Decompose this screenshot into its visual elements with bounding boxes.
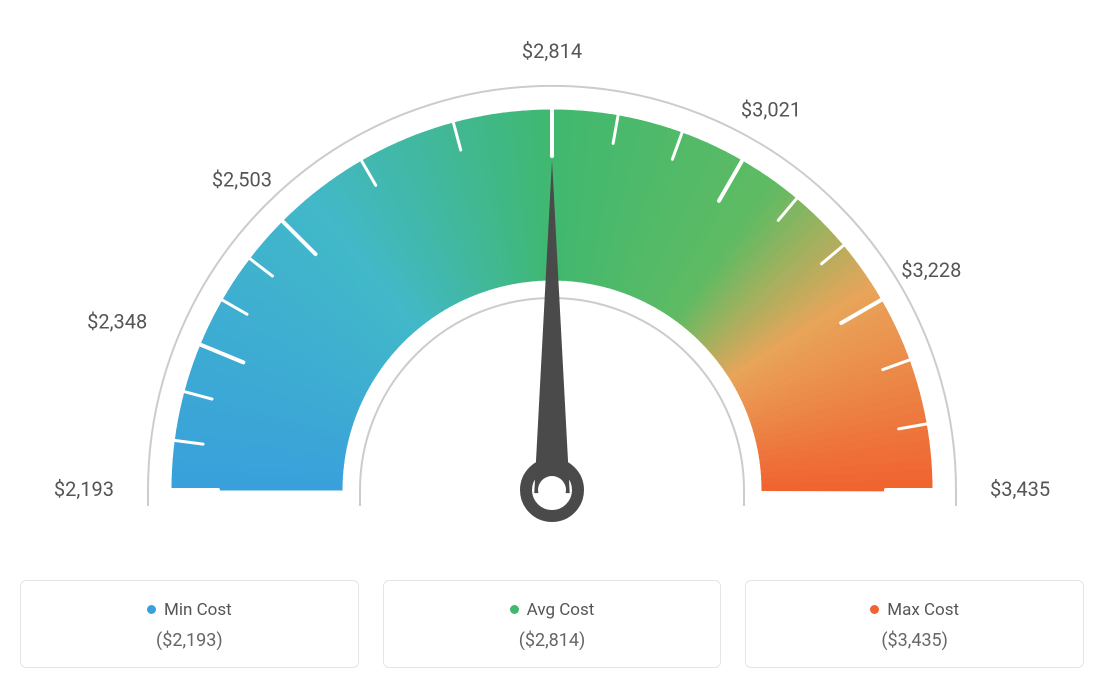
legend-label-max: Max Cost bbox=[887, 600, 959, 620]
legend-title-max: Max Cost bbox=[870, 600, 959, 620]
legend-label-avg: Avg Cost bbox=[527, 600, 595, 620]
legend-card-avg: Avg Cost ($2,814) bbox=[383, 580, 722, 668]
svg-text:$2,193: $2,193 bbox=[54, 477, 114, 501]
svg-text:$3,435: $3,435 bbox=[990, 477, 1050, 501]
legend-value-max: ($3,435) bbox=[766, 630, 1063, 651]
legend-dot-min bbox=[147, 605, 156, 614]
legend-title-avg: Avg Cost bbox=[510, 600, 595, 620]
gauge-chart: $2,193 $2,348 $2,503 $2,814 $3,021 $3,228 $3,4… bbox=[20, 20, 1084, 560]
svg-text:$3,228: $3,228 bbox=[901, 258, 961, 282]
legend-card-min: Min Cost ($2,193) bbox=[20, 580, 359, 668]
gauge-svg: $2,193 $2,348 $2,503 $2,814 $3,021 $3,228 $3,4… bbox=[20, 20, 1084, 560]
legend-row: Min Cost ($2,193) Avg Cost ($2,814) Max … bbox=[20, 580, 1084, 668]
legend-value-min: ($2,193) bbox=[41, 630, 338, 651]
svg-text:$3,021: $3,021 bbox=[741, 98, 801, 122]
legend-title-min: Min Cost bbox=[147, 600, 232, 620]
svg-text:$2,814: $2,814 bbox=[522, 39, 582, 63]
svg-text:$2,503: $2,503 bbox=[212, 168, 272, 192]
legend-card-max: Max Cost ($3,435) bbox=[745, 580, 1084, 668]
legend-dot-avg bbox=[510, 605, 519, 614]
svg-text:$2,348: $2,348 bbox=[87, 310, 147, 334]
legend-dot-max bbox=[870, 605, 879, 614]
legend-value-avg: ($2,814) bbox=[404, 630, 701, 651]
legend-label-min: Min Cost bbox=[164, 600, 232, 620]
